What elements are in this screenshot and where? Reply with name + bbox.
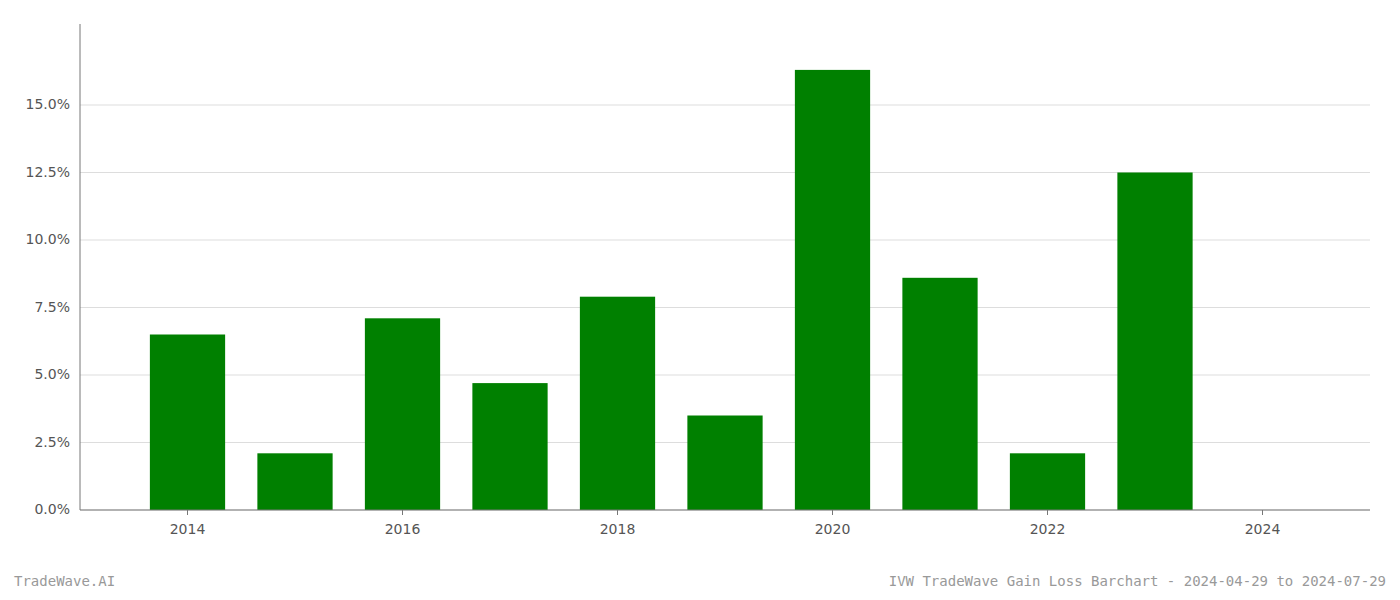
x-tick [187,510,188,515]
bar [687,416,762,511]
background [0,0,1400,600]
bar [1010,453,1085,510]
x-tick [1047,510,1048,515]
footer-left: TradeWave.AI [14,573,115,589]
y-tick-label: 5.0% [34,366,70,382]
bar [150,335,225,511]
bar [795,70,870,510]
x-tick-label: 2020 [815,521,851,537]
y-tick-label: 15.0% [26,96,70,112]
x-tick-label: 2018 [600,521,636,537]
bars [150,70,1193,510]
y-tick-label: 12.5% [26,164,70,180]
bar [902,278,977,510]
y-tick-label: 10.0% [26,231,70,247]
grid [80,105,1370,510]
bar [1117,173,1192,511]
grid-line [80,105,1370,106]
x-tick-label: 2016 [385,521,421,537]
y-tick-label: 7.5% [34,299,70,315]
footer-right: IVW TradeWave Gain Loss Barchart - 2024-… [889,573,1386,589]
y-tick-label: 2.5% [34,434,70,450]
chart-svg: 0.0%2.5%5.0%7.5%10.0%12.5%15.0%201420162… [0,0,1400,600]
x-axis-line [80,510,1370,511]
y-axis: 0.0% 2.5% 5.0% 7.5% 10.0% 12.5% 15.0% [26,24,80,517]
x-tick-label: 2022 [1030,521,1066,537]
x-tick [832,510,833,515]
bar [365,318,440,510]
bar [472,383,547,510]
x-tick-label: 2024 [1245,521,1281,537]
footer: TradeWave.AI IVW TradeWave Gain Loss Barc… [14,573,1386,589]
y-tick-label: 0.0% [34,501,70,517]
bar [580,297,655,510]
x-tick [402,510,403,515]
chart-container: 0.0%2.5%5.0%7.5%10.0%12.5%15.0%201420162… [0,0,1400,600]
y-axis-line [80,24,81,510]
grid-line [80,510,1370,511]
x-tick [1262,510,1263,515]
x-tick-label: 2014 [170,521,206,537]
bar [257,453,332,510]
x-axis: 2014 2016 2018 2020 2022 2024 [80,510,1370,537]
x-tick [617,510,618,515]
